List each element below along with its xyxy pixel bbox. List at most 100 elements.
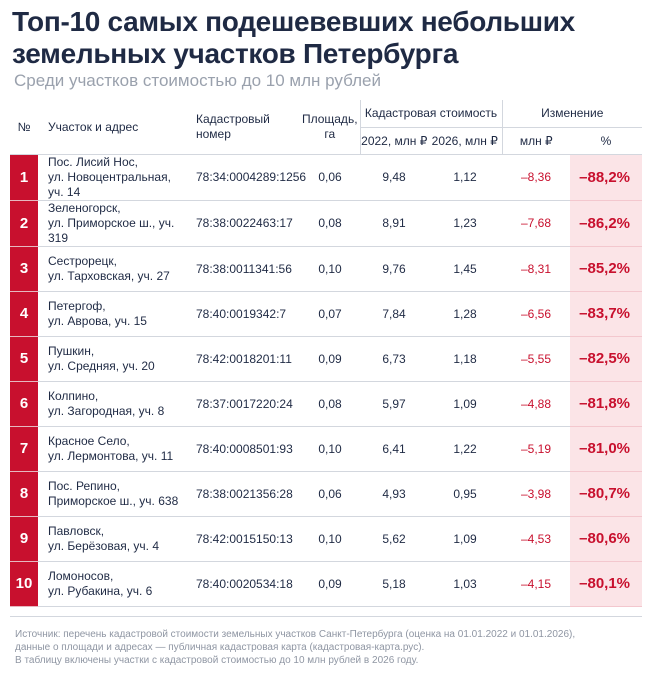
page-subtitle: Среди участков стоимостью до 10 млн рубл… [14,71,381,90]
change-mln: –8,36 [502,154,570,201]
ranking-table-container: № Участок и адрес Кадастровый номер Площ… [10,100,643,607]
header-change-mln: млн ₽ [501,127,570,155]
value-2026: 1,18 [428,336,502,382]
plot-area: 0,10 [300,246,360,292]
header-num: № [10,100,38,155]
header-area-line2: га [324,126,336,141]
value-2022: 5,97 [360,381,428,427]
change-pct: –88,2% [570,154,643,201]
change-pct: –82,5% [570,336,643,382]
plot-area: 0,10 [300,426,360,472]
rank-number: 3 [10,246,38,292]
value-2026: 1,03 [428,561,502,607]
footer-line: данные о площади и адресах — публичная к… [15,642,425,653]
plot-address: Павловск, ул. Берёзовая, уч. 4 [38,516,188,562]
plot-address: Пос. Репино, Приморское ш., уч. 638 [38,471,188,517]
value-2022: 9,76 [360,246,428,292]
plot-address: Пушкин, ул. Средняя, уч. 20 [38,336,188,382]
change-mln: –5,19 [502,426,570,472]
footer-divider [10,616,642,617]
plot-address-street: ул. Средняя, уч. 20 [48,358,155,373]
cadastral-number: 78:40:0020534:18 [188,561,300,607]
cadastral-number: 78:38:0021356:28 [188,471,300,517]
header-change-pct: % [570,127,643,155]
cadastral-number: 78:42:0015150:13 [188,516,300,562]
value-2022: 4,93 [360,471,428,517]
header-cadastral-line1: Кадастровый [196,111,270,126]
plot-address-locality: Пос. Репино, [48,478,120,493]
plot-address-street: Приморское ш., уч. 638 [48,493,179,508]
cadastral-number: 78:38:0011341:56 [188,246,300,292]
plot-address: Пос. Лисий Нос, ул. Новоцентральная, уч. … [38,154,188,201]
change-pct: –85,2% [570,246,643,292]
change-pct: –81,0% [570,426,643,472]
plot-area: 0,07 [300,291,360,337]
header-value-2022: 2022, млн ₽ [359,127,428,155]
plot-address-street: ул. Берёзовая, уч. 4 [48,538,160,553]
plot-address-locality: Красное Село, [48,433,130,448]
change-pct: –80,7% [570,471,643,517]
plot-address-locality: Ломоносов, [48,568,114,583]
change-mln: –5,55 [502,336,570,382]
value-2022: 9,48 [360,154,428,201]
rank-number: 10 [10,561,38,607]
value-2022: 8,91 [360,200,428,247]
header-cadastral: Кадастровый номер [188,100,300,155]
cadastral-number: 78:40:0019342:7 [188,291,300,337]
value-2026: 1,45 [428,246,502,292]
table-row: 9 Павловск, ул. Берёзовая, уч. 4 78:42:0015… [10,516,643,562]
value-2026: 1,23 [428,200,502,247]
table-row: 3 Сестрорецк, ул. Тарховская, уч. 27 78:38:… [10,246,643,292]
plot-address-street: ул. Загородная, уч. 8 [48,403,165,418]
table-row: 7 Красное Село, ул. Лермонтова, уч. 11 78:4… [10,426,643,472]
table-row: 4 Петергоф, ул. Аврова, уч. 15 78:40:001934… [10,291,643,337]
plot-address-street: ул. Рубакина, уч. 6 [48,583,153,598]
value-2022: 7,84 [360,291,428,337]
table-row: 8 Пос. Репино, Приморское ш., уч. 638 78:38… [10,471,643,517]
change-mln: –8,31 [502,246,570,292]
ranking-table: № Участок и адрес Кадастровый номер Площ… [10,100,643,607]
plot-address: Зеленогорск, ул. Приморское ш., уч. 319 [38,200,188,247]
footer-line: Источник: перечень кадастровой стоимости… [15,629,576,640]
header-change-group: Изменение [501,100,643,128]
header-value-2026: 2026, млн ₽ [428,127,502,155]
value-2022: 5,18 [360,561,428,607]
rank-number: 5 [10,336,38,382]
rank-number: 7 [10,426,38,472]
rank-number: 1 [10,154,38,201]
plot-area: 0,06 [300,471,360,517]
plot-area: 0,09 [300,561,360,607]
plot-address-locality: Петергоф, [48,298,106,313]
page-title: Топ-10 самых подешевевших небольших земе… [12,6,575,69]
cadastral-number: 78:38:0022463:17 [188,200,300,247]
table-row: 6 Колпино, ул. Загородная, уч. 8 78:37:0017… [10,381,643,427]
change-mln: –4,15 [502,561,570,607]
plot-address-street: ул. Новоцентральная, уч. 14 [48,169,171,199]
plot-address-locality: Пос. Лисий Нос, [48,154,138,169]
header-cadastral-line2: номер [196,126,231,141]
table-body: 1 Пос. Лисий Нос, ул. Новоцентральная, уч.… [10,154,643,607]
plot-area: 0,09 [300,336,360,382]
header-area-line1: Площадь, [301,111,358,126]
plot-address: Петергоф, ул. Аврова, уч. 15 [38,291,188,337]
plot-address-street: ул. Лермонтова, уч. 11 [48,448,174,463]
plot-area: 0,06 [300,154,360,201]
plot-address: Ломоносов, ул. Рубакина, уч. 6 [38,561,188,607]
change-mln: –6,56 [502,291,570,337]
plot-area: 0,08 [300,200,360,247]
change-mln: –4,53 [502,516,570,562]
change-mln: –4,88 [502,381,570,427]
change-pct: –83,7% [570,291,643,337]
plot-address-locality: Сестрорецк, [48,253,117,268]
plot-address-locality: Колпино, [48,388,99,403]
plot-address-locality: Зеленогорск, [48,200,121,215]
value-2026: 1,22 [428,426,502,472]
value-2026: 1,09 [428,381,502,427]
plot-address: Колпино, ул. Загородная, уч. 8 [38,381,188,427]
change-pct: –80,6% [570,516,643,562]
change-mln: –3,98 [502,471,570,517]
plot-area: 0,10 [300,516,360,562]
plot-address: Красное Село, ул. Лермонтова, уч. 11 [38,426,188,472]
plot-address-locality: Пушкин, [48,343,95,358]
table-row: 2 Зеленогорск, ул. Приморское ш., уч. 319 7… [10,200,643,247]
